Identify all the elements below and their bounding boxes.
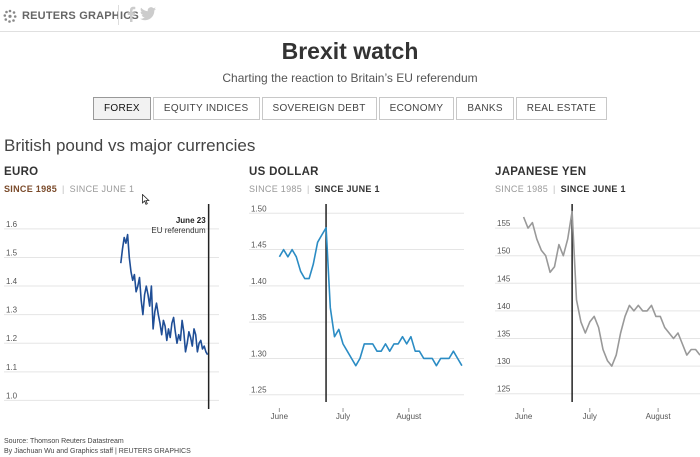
annotation-date-label: June 23 [176,216,206,225]
y-tick-label: 140 [497,302,511,311]
x-tick-label: June [515,412,533,421]
toggle-since-june-1-euro[interactable]: SINCE JUNE 1 [69,184,135,194]
footer-credits: Source: Thomson Reuters Datastream By Ji… [4,437,191,457]
header-divider [118,5,119,25]
y-tick-label: 1.35 [251,313,267,322]
y-tick-label: 1.5 [6,248,18,257]
reuters-logo[interactable]: REUTERS GRAPHICS [2,7,139,25]
y-tick-label: 1.30 [251,349,267,358]
y-tick-label: 1.25 [251,386,267,395]
page-subtitle: Charting the reaction to Britain’s EU re… [222,71,478,85]
y-tick-label: 1.2 [6,334,18,343]
toggle-since-1985-usd[interactable]: SINCE 1985 [249,184,303,194]
y-tick-label: 1.6 [6,220,18,229]
top-bar: REUTERS GRAPHICS [0,0,700,32]
series-line [522,210,700,367]
reuters-logo-icon [3,9,17,23]
y-tick-label: 1.0 [6,391,18,400]
y-tick-label: 1.50 [251,204,267,213]
x-tick-label: August [396,412,422,421]
y-tick-label: 155 [497,219,511,228]
y-tick-label: 1.4 [6,277,18,286]
x-tick-label: August [646,412,672,421]
euro-chart: EURO SINCE 1985 | SINCE JUNE 1 1.0 1.1 1.2… [4,164,219,424]
y-tick-label: 1.45 [251,241,267,250]
y-tick-label: 135 [497,330,511,339]
brand-name: REUTERS GRAPHICS [22,10,139,22]
byline: By Jiachuan Wu and Graphics staff | REUT… [4,448,191,455]
y-tick-label: 125 [497,385,511,394]
mouse-pointer-icon [142,194,150,205]
toggle-separator: | [553,184,556,194]
usd-chart: US DOLLAR SINCE 1985 | SINCE JUNE 1 1.25… [249,164,464,424]
toggle-since-june-1-yen[interactable]: SINCE JUNE 1 [560,184,626,194]
usd-plot: 1.25 1.30 1.35 1.40 1.45 1.50 June July August [249,204,464,421]
tab-banks[interactable]: BANKS [456,97,514,120]
tab-equity-indices[interactable]: EQUITY INDICES [152,97,260,120]
series-line [278,226,463,367]
y-tick-label: 1.1 [6,363,18,372]
x-tick-label: July [336,412,350,421]
y-tick-label: 145 [497,274,511,283]
section-title: British pound vs major currencies [4,136,256,155]
series-line [120,233,209,356]
tab-economy[interactable]: ECONOMY [378,97,455,120]
toggle-separator: | [62,184,65,194]
toggle-since-1985-yen[interactable]: SINCE 1985 [495,184,549,194]
y-tick-label: 1.3 [6,306,18,315]
category-tabs: FOREX EQUITY INDICES SOVEREIGN DEBT ECON… [0,97,700,120]
toggle-since-1985-euro[interactable]: SINCE 1985 [4,184,58,194]
tab-forex[interactable]: FOREX [92,97,151,120]
chart-title-euro: EURO [4,166,39,178]
tab-sovereign-debt[interactable]: SOVEREIGN DEBT [261,97,377,120]
y-tick-label: 150 [497,247,511,256]
chart-title-usd: US DOLLAR [249,166,319,178]
twitter-icon[interactable] [140,6,156,22]
y-tick-label: 1.40 [251,277,267,286]
x-tick-label: July [583,412,597,421]
facebook-icon[interactable] [124,6,138,22]
range-toggle-yen: SINCE 1985 | SINCE JUNE 1 [495,184,626,194]
range-toggle-usd: SINCE 1985 | SINCE JUNE 1 [249,184,380,194]
yen-plot: 125 130 135 140 145 150 155 June July August [495,204,700,421]
page-title: Brexit watch [281,38,419,64]
toggle-separator: | [307,184,310,194]
source-note: Source: Thomson Reuters Datastream [4,438,124,445]
chart-title-yen: JAPANESE YEN [495,166,587,178]
tab-real-estate[interactable]: REAL ESTATE [515,97,608,120]
y-tick-label: 130 [497,357,511,366]
toggle-since-june-1-usd[interactable]: SINCE JUNE 1 [314,184,380,194]
x-tick-label: June [271,412,289,421]
yen-chart: JAPANESE YEN SINCE 1985 | SINCE JUNE 1 1… [495,164,700,424]
annotation-event-label: EU referendum [151,226,206,235]
range-toggle-euro: SINCE 1985 | SINCE JUNE 1 [4,184,134,194]
